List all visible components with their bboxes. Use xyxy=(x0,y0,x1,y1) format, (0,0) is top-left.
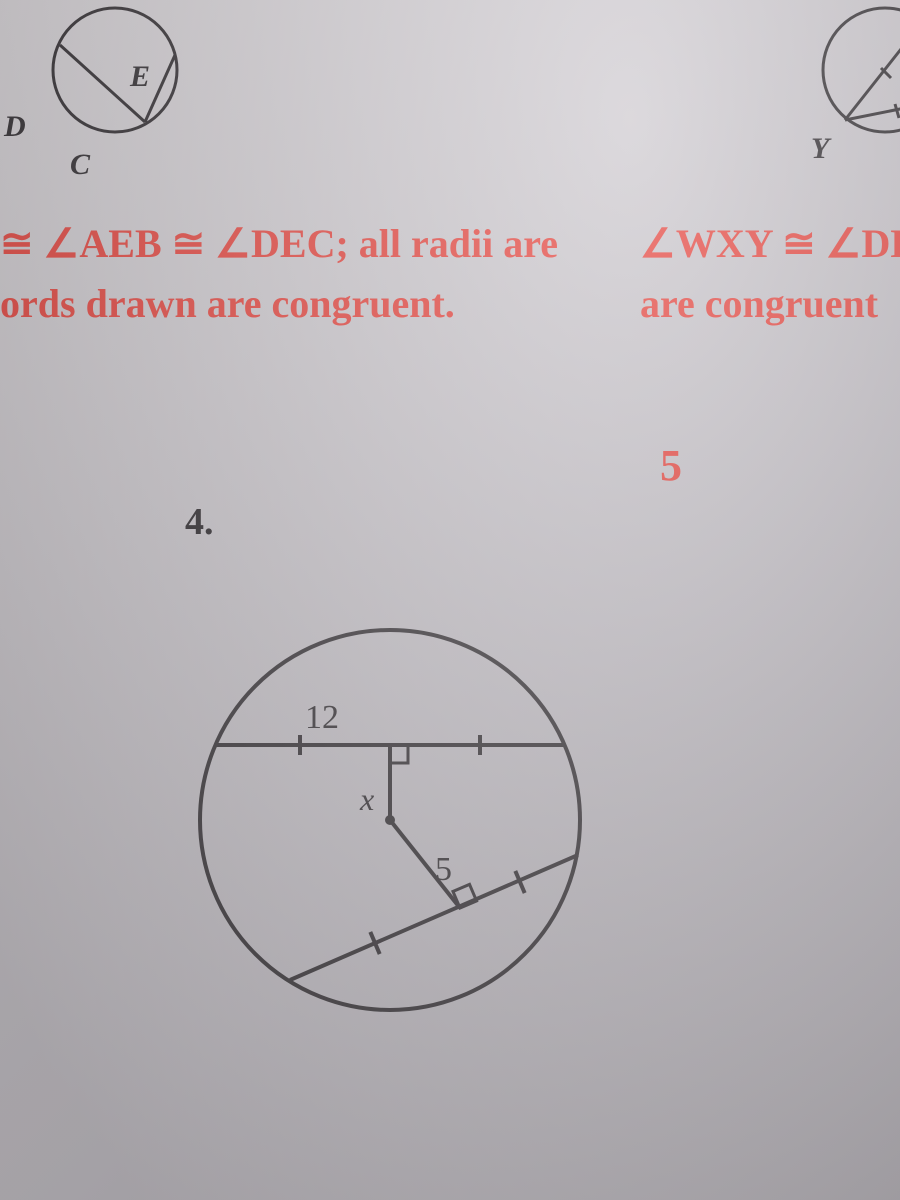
answer-5: 5 xyxy=(660,440,682,491)
y-tick-2 xyxy=(895,104,899,118)
page-root: { "leftSmallDiagram": { "labels": { "D":… xyxy=(0,0,900,1200)
label-E: E xyxy=(130,60,150,94)
p4-label-5: 5 xyxy=(435,851,452,888)
problem-4-svg: 12 x 5 xyxy=(160,570,620,1050)
diagram-y-circle: Y xyxy=(785,0,900,190)
problem-4-number: 4. xyxy=(185,500,214,544)
label-D: D xyxy=(4,110,26,144)
congruent-prefix-icon: ≅ xyxy=(0,221,44,266)
text-ords-drawn: ords drawn are congruent. xyxy=(0,280,455,327)
aeb-dec-text: ∠AEB ≅ ∠DEC; all radii are xyxy=(44,221,559,266)
text-wxy-de: ∠WXY ≅ ∠DE xyxy=(640,220,900,267)
problem-4-diagram: 12 x 5 xyxy=(160,570,620,1055)
y-circle-outline xyxy=(823,8,900,132)
dec-circle-outline xyxy=(53,8,177,132)
p4-top-perp-box xyxy=(390,745,408,763)
text-aeb-dec: ≅ ∠AEB ≅ ∠DEC; all radii are xyxy=(0,220,558,267)
y-chord-1 xyxy=(845,25,900,120)
y-circle-svg xyxy=(785,0,900,190)
text-are-congruent: are congruent xyxy=(640,280,878,327)
diagram-dec-circle: D C E xyxy=(0,0,200,190)
label-C: C xyxy=(70,148,90,182)
dec-circle-svg xyxy=(0,0,200,190)
p4-label-x: x xyxy=(359,781,374,817)
p4-label-12: 12 xyxy=(305,699,339,736)
label-Y: Y xyxy=(811,132,829,166)
